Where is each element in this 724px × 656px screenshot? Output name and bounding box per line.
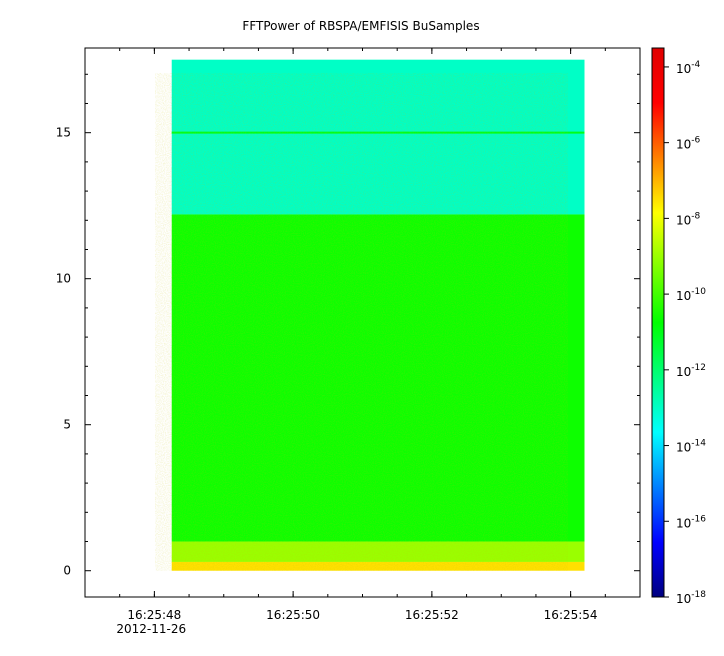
x-tick-sublabel: 2012-11-26 xyxy=(116,622,186,636)
y-tick-label: 5 xyxy=(63,418,71,432)
y-tick-label: 10 xyxy=(56,272,71,286)
colorbar-tick-label: 10-6 xyxy=(676,136,701,152)
colorbar-tick-label: 10-16 xyxy=(676,514,706,530)
colorbar-tick-label: 10-14 xyxy=(676,439,706,455)
colorbar-tick-label: 10-18 xyxy=(676,590,706,606)
chart-title: FFTPower of RBSPA/EMFISIS BuSamples xyxy=(242,19,479,33)
noise-overlay xyxy=(155,73,568,571)
y-tick-label: 15 xyxy=(56,126,71,140)
y-tick-label: 0 xyxy=(63,564,71,578)
colorbar-tick-label: 10-4 xyxy=(676,60,701,76)
colorbar-axis: 10-4 10-6 10-8 10-10 10-12 10-14 10-16 10-18 xyxy=(664,60,706,606)
x-tick-label: 16:25:52 xyxy=(405,608,459,622)
colorbar xyxy=(651,47,665,598)
x-tick-label: 16:25:48 xyxy=(127,608,181,622)
y-axis: 0 5 10 15 xyxy=(56,73,640,578)
colorbar-tick-label: 10-10 xyxy=(676,287,706,303)
x-tick-label: 16:25:54 xyxy=(544,608,598,622)
x-tick-label: 16:25:50 xyxy=(266,608,320,622)
colorbar-tick-label: 10-8 xyxy=(676,211,701,227)
colorbar-tick-label: 10-12 xyxy=(676,363,706,379)
